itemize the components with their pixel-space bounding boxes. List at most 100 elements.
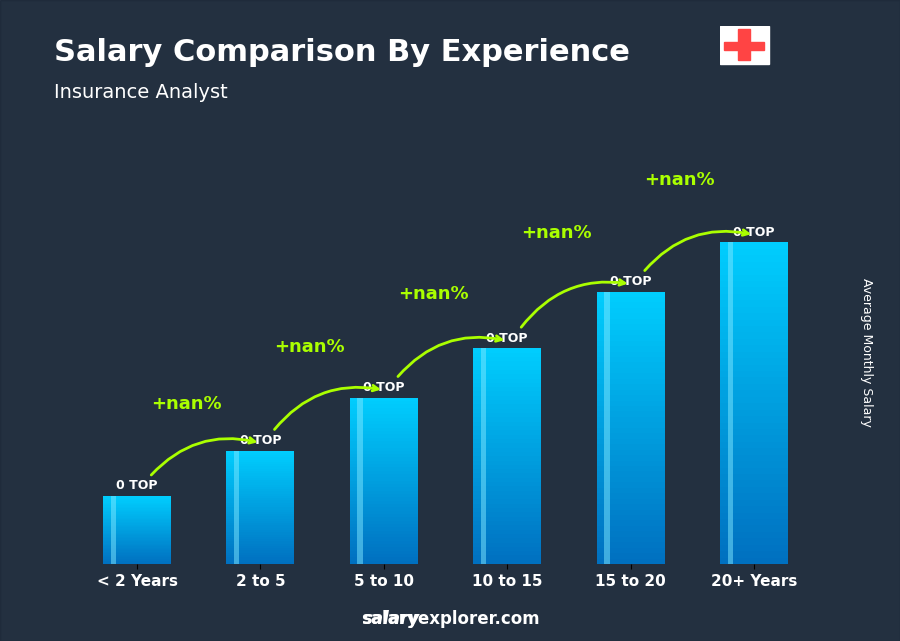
Bar bbox=[104, 563, 171, 564]
Bar bbox=[720, 429, 788, 435]
Bar bbox=[597, 553, 664, 558]
Bar bbox=[473, 430, 541, 435]
Bar bbox=[104, 533, 171, 534]
Bar bbox=[720, 345, 788, 352]
Bar bbox=[104, 537, 171, 538]
Bar bbox=[227, 507, 294, 510]
Bar bbox=[104, 513, 171, 515]
Bar bbox=[104, 542, 171, 544]
Bar bbox=[227, 467, 294, 469]
Bar bbox=[720, 287, 788, 294]
Text: 0 TOP: 0 TOP bbox=[116, 479, 158, 492]
Bar bbox=[350, 414, 418, 417]
Bar bbox=[597, 351, 664, 357]
Bar bbox=[597, 433, 664, 438]
Bar bbox=[473, 395, 541, 400]
Bar bbox=[350, 454, 418, 458]
Bar bbox=[104, 511, 171, 512]
Bar bbox=[473, 465, 541, 469]
Bar bbox=[720, 320, 788, 326]
Bar bbox=[720, 333, 788, 339]
Bar bbox=[357, 397, 363, 564]
Bar bbox=[720, 526, 788, 532]
Bar bbox=[227, 498, 294, 501]
Bar bbox=[104, 523, 171, 524]
Bar bbox=[473, 426, 541, 430]
Bar bbox=[720, 300, 788, 306]
Bar bbox=[727, 242, 733, 564]
Bar bbox=[104, 497, 171, 499]
Bar bbox=[227, 473, 294, 476]
Bar bbox=[350, 401, 418, 404]
Bar bbox=[597, 368, 664, 373]
Bar bbox=[724, 42, 764, 50]
Bar bbox=[104, 558, 171, 560]
Bar bbox=[350, 417, 418, 421]
Bar bbox=[350, 547, 418, 551]
Bar bbox=[720, 26, 769, 64]
Bar bbox=[350, 434, 418, 438]
Bar bbox=[227, 528, 294, 530]
Bar bbox=[720, 416, 788, 422]
Bar bbox=[350, 441, 418, 444]
Bar bbox=[227, 492, 294, 494]
Bar bbox=[720, 448, 788, 454]
Bar bbox=[720, 255, 788, 262]
Bar bbox=[350, 471, 418, 474]
Bar bbox=[227, 546, 294, 548]
Bar bbox=[350, 554, 418, 558]
Bar bbox=[473, 383, 541, 387]
Bar bbox=[227, 501, 294, 503]
Bar bbox=[720, 435, 788, 442]
Bar bbox=[227, 517, 294, 519]
Bar bbox=[597, 373, 664, 379]
Text: 0 TOP: 0 TOP bbox=[734, 226, 775, 238]
Text: Salary Comparison By Experience: Salary Comparison By Experience bbox=[54, 38, 630, 67]
Bar bbox=[720, 551, 788, 558]
Bar bbox=[597, 460, 664, 466]
Bar bbox=[104, 496, 171, 497]
Bar bbox=[227, 512, 294, 514]
Bar bbox=[720, 358, 788, 365]
Bar bbox=[720, 487, 788, 494]
Text: salaryexplorer.com: salaryexplorer.com bbox=[361, 610, 539, 628]
Bar bbox=[597, 444, 664, 449]
Bar bbox=[473, 542, 541, 547]
Bar bbox=[597, 379, 664, 384]
Bar bbox=[227, 505, 294, 507]
Bar bbox=[227, 519, 294, 521]
Bar bbox=[597, 438, 664, 444]
Bar bbox=[227, 469, 294, 471]
Bar bbox=[227, 562, 294, 564]
Bar bbox=[104, 551, 171, 552]
Bar bbox=[227, 537, 294, 539]
Bar bbox=[720, 481, 788, 487]
Bar bbox=[720, 371, 788, 378]
Text: +nan%: +nan% bbox=[644, 171, 716, 189]
Bar bbox=[227, 535, 294, 537]
Bar bbox=[350, 497, 418, 501]
Bar bbox=[720, 454, 788, 461]
Bar bbox=[227, 530, 294, 532]
Bar bbox=[720, 461, 788, 467]
Bar bbox=[227, 489, 294, 492]
Bar bbox=[104, 549, 171, 551]
Bar bbox=[350, 474, 418, 478]
Bar bbox=[227, 557, 294, 560]
Bar bbox=[350, 551, 418, 554]
Bar bbox=[104, 540, 171, 541]
Bar bbox=[473, 374, 541, 379]
Bar bbox=[473, 439, 541, 444]
Bar bbox=[597, 401, 664, 406]
Bar bbox=[720, 474, 788, 481]
Bar bbox=[597, 526, 664, 531]
Bar bbox=[350, 458, 418, 461]
Bar bbox=[597, 542, 664, 547]
Bar bbox=[473, 512, 541, 517]
Bar bbox=[597, 395, 664, 401]
Bar bbox=[597, 499, 664, 504]
Text: Insurance Analyst: Insurance Analyst bbox=[54, 83, 228, 103]
Bar bbox=[473, 469, 541, 474]
Bar bbox=[350, 421, 418, 424]
Bar bbox=[227, 510, 294, 512]
